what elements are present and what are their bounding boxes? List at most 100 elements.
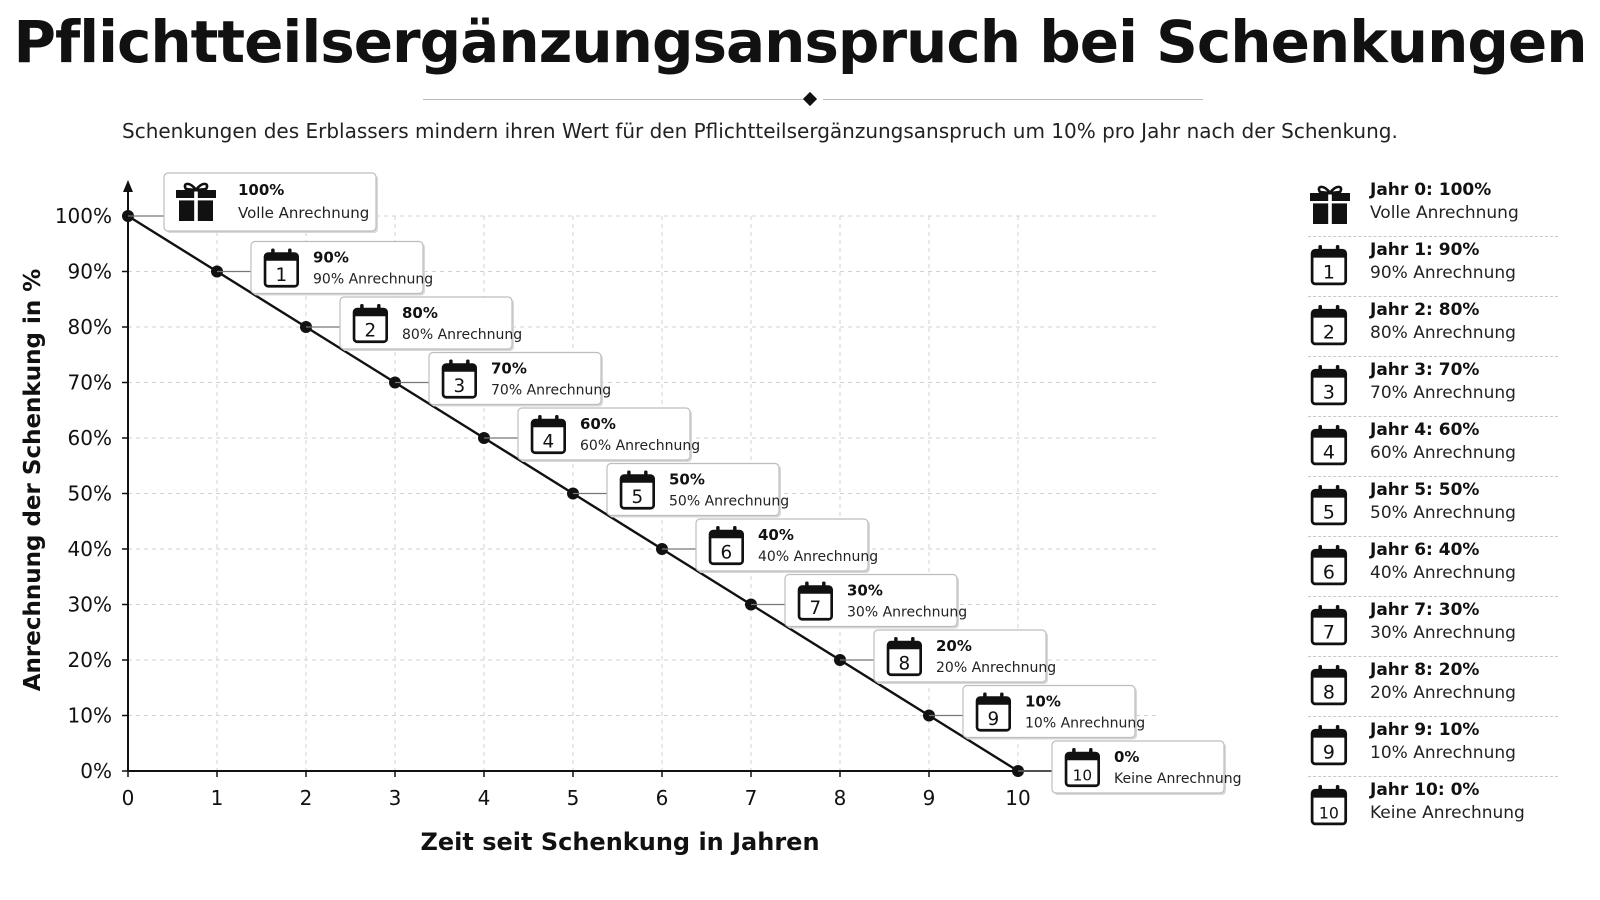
callout-icon-wrap: 6 [708, 526, 745, 566]
callout-icon-wrap: 8 [886, 637, 923, 677]
legend-text: 10% Anrechnung [1370, 743, 1516, 763]
legend-heading: Jahr 9: 10% [1370, 720, 1480, 740]
annotation-callout: 9 10% 10% Anrechnung [929, 684, 1145, 740]
calendar-icon: 5 [1310, 485, 1348, 526]
calendar-header [1312, 790, 1346, 798]
legend-icon-wrap: 5 [1310, 485, 1348, 526]
calendar-header [354, 309, 387, 317]
calendar-number: 4 [543, 432, 555, 453]
legend-text: 50% Anrechnung [1370, 503, 1516, 523]
gift-icon [176, 182, 216, 221]
calendar-icon: 2 [352, 304, 389, 344]
calendar-ring [1335, 425, 1340, 435]
callout-value: 80% [402, 304, 438, 322]
calendar-ring [1318, 665, 1322, 675]
calendar-frame [797, 585, 834, 621]
calendar-number: 7 [1323, 622, 1335, 644]
calendar-ring [360, 304, 364, 314]
legend-item: 9 Jahr 9: 10% 10% Anrechnung [1308, 718, 1558, 777]
calendar-number: 9 [1323, 742, 1335, 764]
callout-text: 90% Anrechnung [313, 272, 433, 288]
calendar-icon: 1 [1310, 245, 1348, 286]
callout-value: 0% [1114, 748, 1139, 766]
calendar-number: 7 [810, 598, 822, 619]
annotation-callout: 1 90% 90% Anrechnung [217, 240, 433, 296]
callout-icon-wrap: 7 [797, 581, 834, 621]
callout-text: 30% Anrechnung [847, 605, 967, 621]
calendar-ring [983, 692, 987, 702]
calendar-frame [441, 363, 478, 399]
calendar-number: 3 [1323, 382, 1335, 404]
legend-heading: Jahr 4: 60% [1370, 420, 1480, 440]
legend-item: 7 Jahr 7: 30% 30% Anrechnung [1308, 598, 1558, 657]
calendar-icon: 3 [1310, 365, 1348, 406]
x-tick-label: 1 [211, 786, 224, 810]
legend-item: 10 Jahr 10: 0% Keine Anrechnung [1308, 778, 1558, 836]
title-divider-right [823, 99, 1203, 100]
legend-heading: Jahr 1: 90% [1370, 240, 1480, 260]
calendar-header [799, 586, 832, 594]
y-axis-arrow-icon [123, 180, 133, 192]
callout-text: 70% Anrechnung [491, 383, 611, 399]
x-tick-label: 7 [745, 786, 758, 810]
legend-text: 60% Anrechnung [1370, 443, 1516, 463]
calendar-number: 9 [988, 709, 1000, 730]
calendar-icon: 9 [1310, 725, 1348, 766]
legend-text: 80% Anrechnung [1370, 323, 1516, 343]
callout-value: 60% [580, 415, 616, 433]
y-tick-label: 60% [68, 426, 112, 450]
calendar-frame [886, 640, 923, 677]
calendar-ring [894, 637, 898, 647]
calendar-ring [733, 526, 737, 536]
calendar-icon: 8 [1310, 665, 1348, 706]
callout-icon-wrap: 1 [263, 248, 300, 288]
calendar-frame [1310, 488, 1348, 526]
calendar-ring [1318, 785, 1322, 795]
calendar-icon: 5 [1310, 485, 1348, 526]
legend-icon-wrap [1310, 185, 1350, 224]
y-tick-label: 30% [68, 593, 112, 617]
calendar-icon: 6 [708, 526, 745, 566]
callout-icon-wrap: 4 [530, 415, 567, 455]
y-tick-label: 100% [55, 204, 112, 228]
gift-bow [183, 182, 199, 192]
legend-heading: Jahr 6: 40% [1370, 540, 1480, 560]
calendar-ring [1335, 365, 1340, 375]
calendar-header [1312, 670, 1346, 678]
annotation-callout: 5 50% 50% Anrechnung [573, 462, 789, 518]
y-tick-label: 10% [68, 704, 112, 728]
legend-icon-wrap: 10 [1310, 785, 1348, 826]
calendar-number: 6 [1323, 562, 1335, 584]
gift-gap [1310, 201, 1350, 204]
calendar-ring [627, 470, 631, 480]
x-tick-label: 6 [656, 786, 669, 810]
callout-text: 40% Anrechnung [758, 549, 878, 565]
calendar-ring [1335, 665, 1340, 675]
calendar-icon: 2 [1310, 305, 1348, 346]
callout-icon-wrap: 2 [352, 304, 389, 344]
calendar-frame [1064, 751, 1101, 788]
x-tick-label: 5 [567, 786, 580, 810]
calendar-ring [1318, 245, 1322, 255]
gift-icon [1310, 185, 1350, 224]
callout-text: 10% Anrechnung [1025, 716, 1145, 732]
calendar-ring [716, 526, 720, 536]
calendar-ring [822, 581, 826, 591]
calendar-icon: 3 [441, 359, 478, 399]
legend-item: Jahr 0: 100% Volle Anrechnung [1308, 178, 1558, 237]
legend-item: 1 Jahr 1: 90% 90% Anrechnung [1308, 238, 1558, 297]
calendar-icon: 5 [619, 470, 656, 510]
calendar-ring [1335, 725, 1340, 735]
annotation-callout: 10 0% Keine Anrechnung [1018, 740, 1242, 795]
x-tick-label: 4 [478, 786, 491, 810]
calendar-ring [1318, 545, 1322, 555]
y-tick-label: 90% [68, 260, 112, 284]
calendar-ring [911, 637, 915, 647]
calendar-header [1312, 550, 1346, 558]
legend-heading: Jahr 7: 30% [1370, 600, 1480, 620]
calendar-frame [352, 307, 389, 344]
calendar-ring [1318, 365, 1322, 375]
calendar-ring [377, 304, 381, 314]
calendar-ring [1318, 605, 1322, 615]
y-tick-label: 50% [68, 482, 112, 506]
